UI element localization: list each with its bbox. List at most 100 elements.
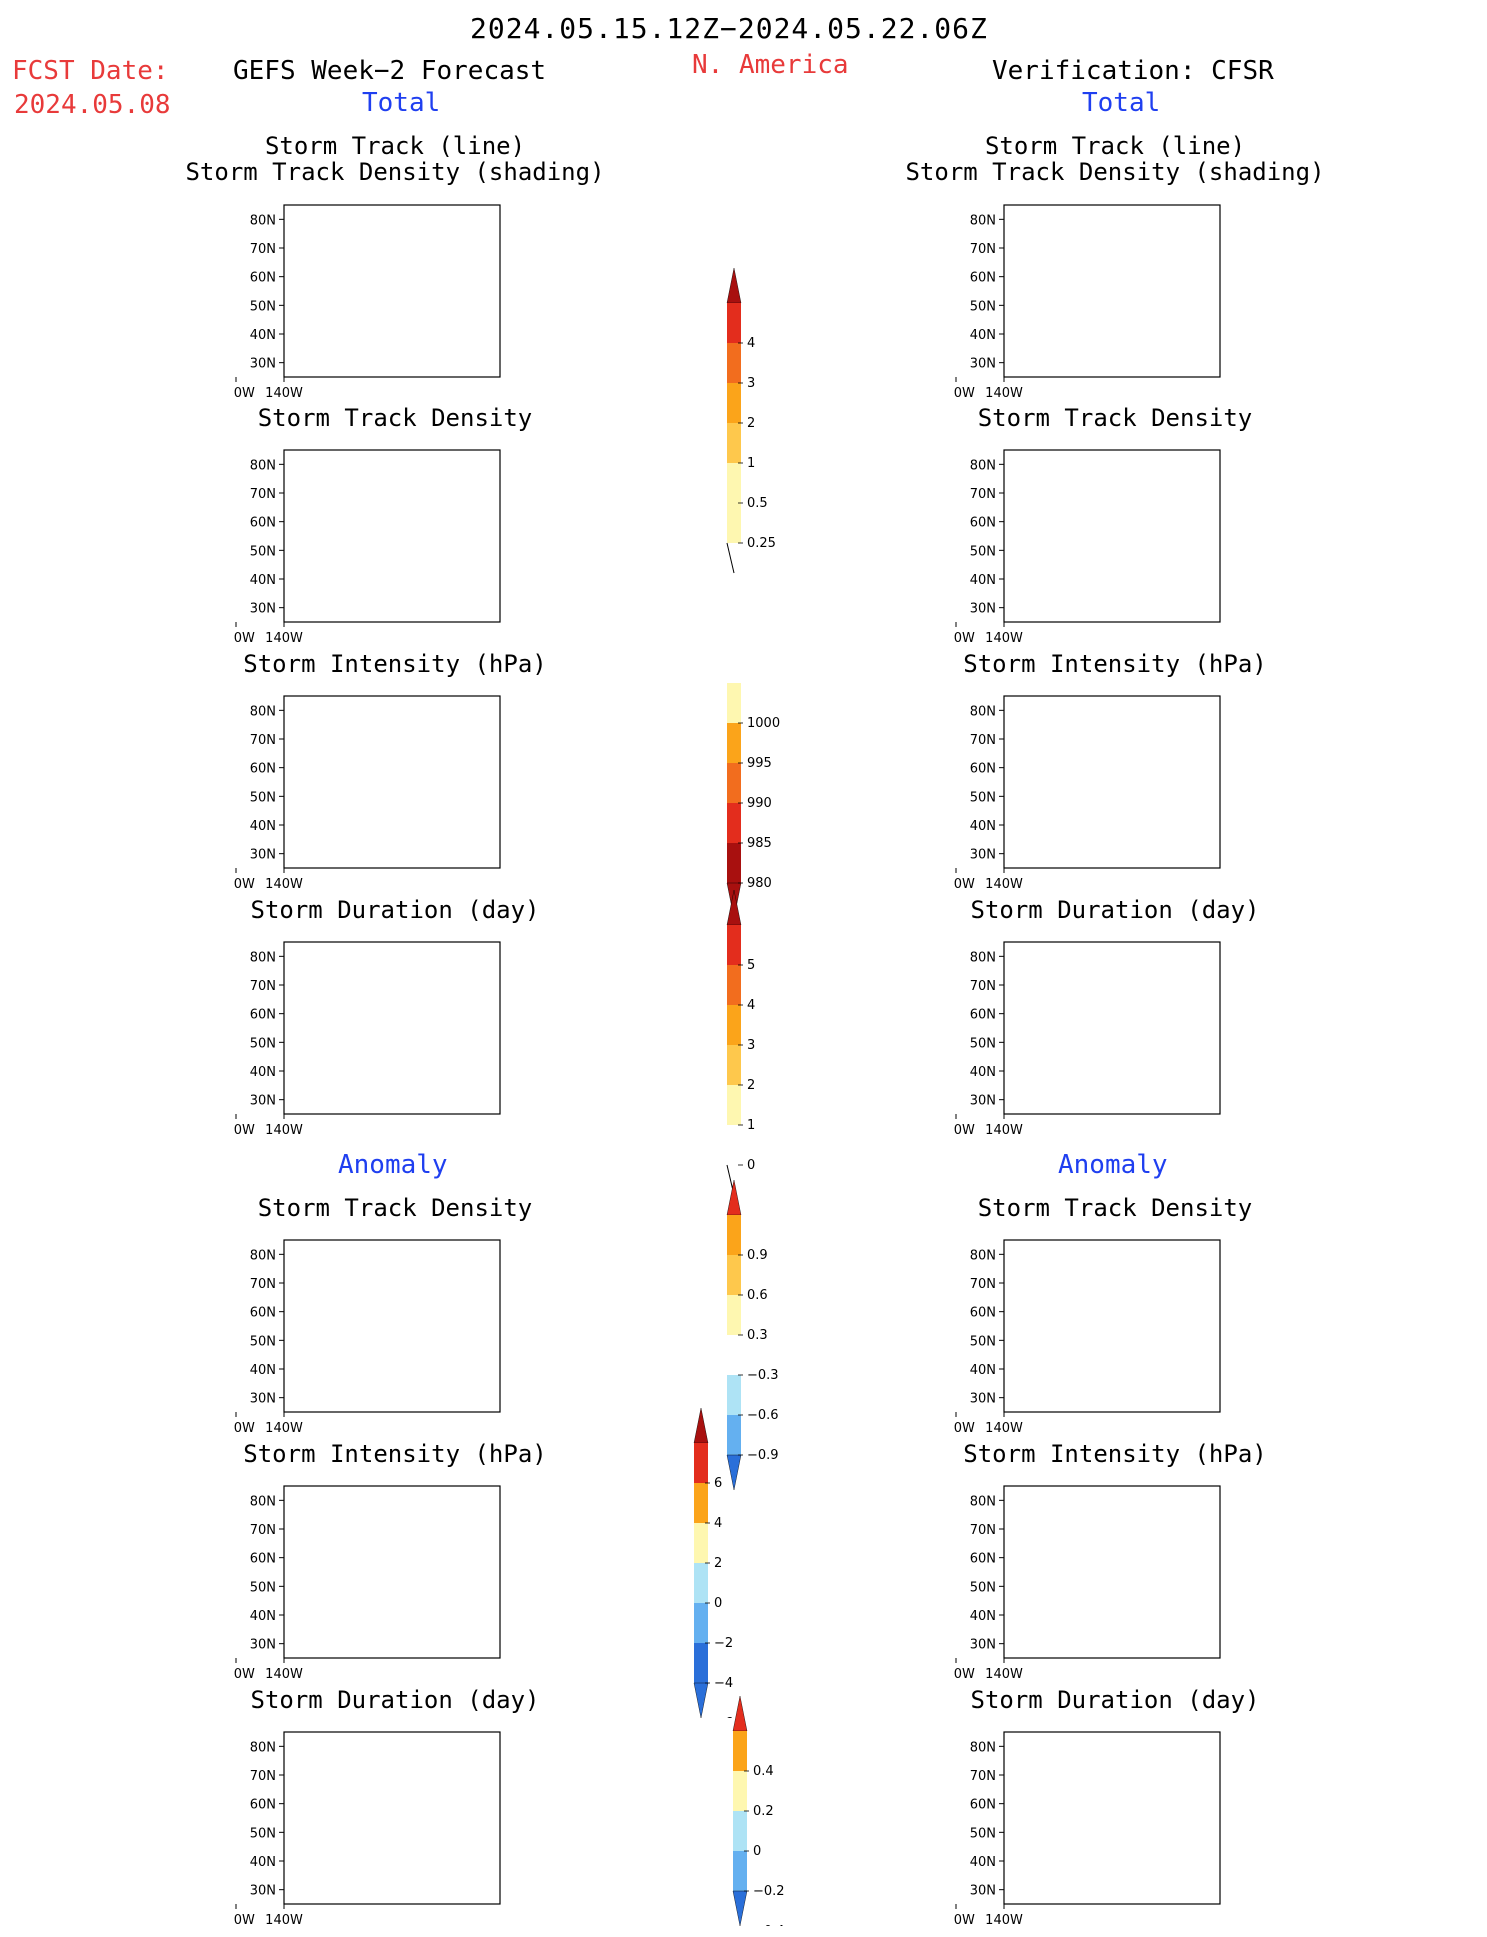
state-borders	[234, 553, 236, 619]
lat-tick-label: 30N	[970, 1638, 996, 1653]
lon-tick-label: 120W	[954, 1913, 975, 1928]
lat-tick-label: 70N	[250, 487, 276, 502]
lat-tick-label: 40N	[250, 573, 276, 588]
lat-tick-label: 70N	[970, 733, 996, 748]
storm-track-line	[234, 313, 281, 325]
country-border	[234, 308, 243, 319]
lat-tick-label: 60N	[970, 1008, 996, 1023]
lat-tick-label: 40N	[250, 819, 276, 834]
storm-track-line	[234, 278, 250, 287]
colorbar-intensity-anom: 6 4 2 0 −2 −4 −6	[693, 1408, 733, 1718]
island-outline	[954, 971, 956, 982]
colorbar-tick-label: 1	[747, 456, 755, 471]
colorbar-tick-label: 985	[747, 836, 772, 851]
lat-tick-label: 60N	[970, 1798, 996, 1813]
colorbar-segment	[694, 1643, 708, 1683]
colorbar-bottom-triangle	[732, 1890, 748, 1926]
lon-tick-label: 140W	[265, 1667, 303, 1682]
lat-tick-label: 50N	[970, 1334, 996, 1349]
colorbar-segment	[727, 925, 741, 965]
colorbar-tick-label: −0.4	[753, 1924, 785, 1926]
island-outline	[954, 1269, 956, 1280]
lon-tick-label: 140W	[985, 1421, 1023, 1436]
country-border	[234, 1835, 243, 1846]
lat-tick-label: 80N	[250, 1248, 276, 1263]
colorbar-segment	[694, 1603, 708, 1643]
lon-tick-label: 120W	[954, 631, 975, 646]
lon-tick-label: 120W	[954, 1123, 975, 1138]
country-border	[954, 1589, 963, 1600]
colorbar-segment	[727, 723, 741, 763]
lat-tick-label: 30N	[970, 1392, 996, 1407]
colorbar-tick-label: 0	[747, 1158, 755, 1173]
lat-tick-label: 50N	[250, 790, 276, 805]
colorbar-top-triangle	[726, 1180, 742, 1216]
lat-tick-label: 30N	[250, 848, 276, 863]
lat-tick-label: 30N	[250, 1392, 276, 1407]
island-outline	[234, 1515, 236, 1526]
lat-tick-label: 70N	[970, 979, 996, 994]
lat-tick-label: 70N	[250, 242, 276, 257]
colorbar-tick-label: 980	[747, 876, 772, 891]
lat-tick-label: 40N	[970, 328, 996, 343]
left-column-title: GEFS Week−2 Forecast	[233, 56, 547, 86]
colorbar-top-triangle	[732, 1696, 748, 1732]
lat-tick-label: 50N	[970, 1826, 996, 1841]
lat-tick-label: 30N	[250, 1884, 276, 1899]
lat-tick-label: 40N	[970, 573, 996, 588]
lat-tick-label: 50N	[250, 1036, 276, 1051]
storm-track-line	[234, 338, 241, 358]
left-total-label: Total	[362, 88, 441, 118]
colorbar-tick-label: 0.9	[747, 1248, 768, 1263]
lat-tick-label: 70N	[250, 1277, 276, 1292]
island-outline	[954, 1515, 956, 1526]
island-outline	[954, 234, 956, 245]
colorbar-segment	[694, 1523, 708, 1563]
lat-tick-label: 80N	[970, 458, 996, 473]
lon-tick-label: 140W	[985, 631, 1023, 646]
colorbar-tick-label: −6	[714, 1716, 733, 1718]
lon-tick-label: 140W	[985, 386, 1023, 401]
storm-track-line	[234, 262, 246, 277]
colorbar-intensity: 1000 995 990 985 980	[726, 683, 780, 918]
state-borders	[954, 308, 956, 374]
verification-map-cf_duration: 80N70N60N50N40N30N140W120W100W80W60W	[954, 941, 1221, 1138]
country-border	[954, 799, 963, 810]
lat-tick-label: 30N	[970, 357, 996, 372]
lat-tick-label: 50N	[970, 790, 996, 805]
colorbar-segment	[727, 343, 741, 383]
panel-title-track-shading-right: Storm Track Density (shading)	[905, 158, 1325, 186]
lat-tick-label: 70N	[970, 1523, 996, 1538]
lon-tick-label: 140W	[265, 1913, 303, 1928]
lat-tick-label: 60N	[970, 762, 996, 777]
lat-tick-label: 50N	[970, 1580, 996, 1595]
colorbar-tick-label: 4	[714, 1516, 722, 1531]
lat-tick-label: 60N	[250, 1306, 276, 1321]
state-borders	[954, 553, 956, 619]
lat-tick-label: 80N	[970, 1494, 996, 1509]
lat-tick-label: 60N	[970, 1306, 996, 1321]
colorbar-segment	[727, 423, 741, 463]
colorbar-segment	[727, 843, 741, 883]
colorbar-segment	[727, 1335, 741, 1375]
lat-tick-label: 30N	[250, 1638, 276, 1653]
colorbar-tick-label: 0.6	[747, 1288, 768, 1303]
lat-tick-label: 80N	[970, 704, 996, 719]
lat-tick-label: 30N	[970, 848, 996, 863]
island-outline	[234, 971, 236, 982]
lat-tick-label: 50N	[250, 1334, 276, 1349]
lat-tick-label: 40N	[970, 1855, 996, 1870]
right-column-title: Verification: CFSR	[992, 56, 1274, 86]
lat-tick-label: 60N	[250, 516, 276, 531]
verification-map-cf_track: 80N70N60N50N40N30N140W120W100W80W60W	[954, 204, 1221, 401]
colorbar-top-triangle	[693, 1408, 709, 1444]
colorbar-segment	[694, 1563, 708, 1603]
verification-map-cf_dur_anom: 80N70N60N50N40N30N140W120W100W80W60W	[954, 1731, 1221, 1928]
left-anomaly-label: Anomaly	[338, 1150, 448, 1180]
colorbar-tick-label: 3	[747, 1038, 755, 1053]
storm-track-line	[234, 329, 244, 344]
colorbar-tick-label: 0.5	[747, 496, 768, 511]
lat-tick-label: 70N	[970, 487, 996, 502]
colorbar-segment	[727, 763, 741, 803]
storm-track-line	[234, 257, 257, 267]
